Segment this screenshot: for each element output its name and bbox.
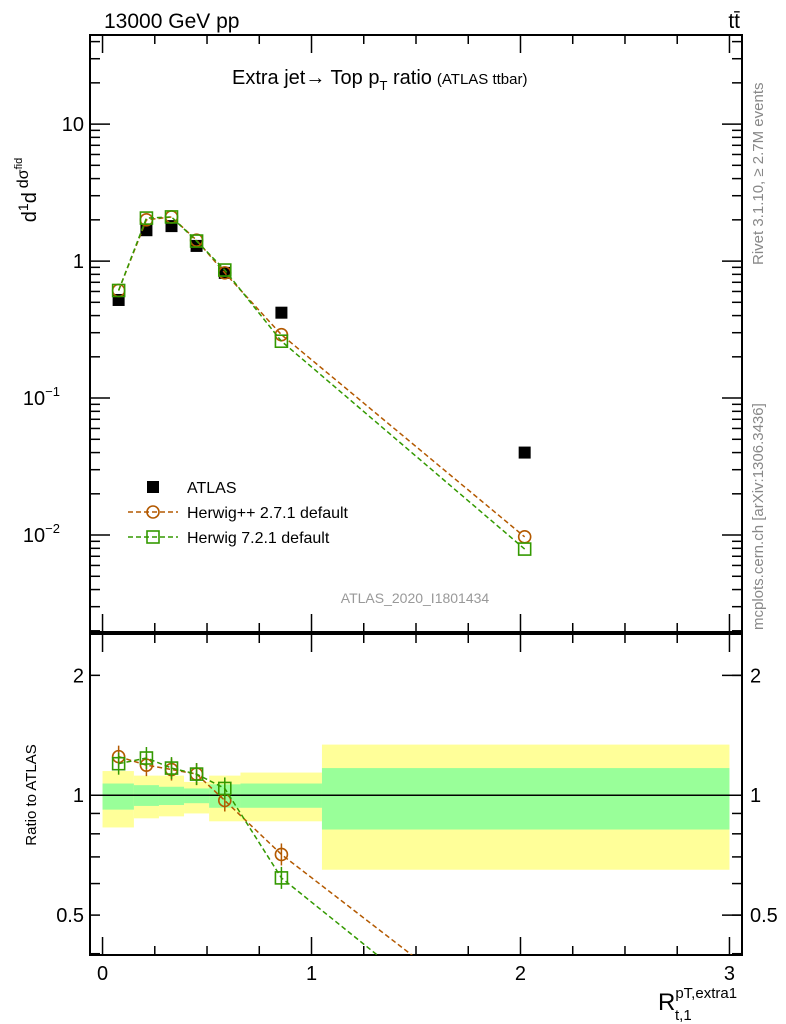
header-left: 13000 GeV pp — [104, 10, 239, 33]
band-stat-bin — [102, 783, 134, 810]
chart-title-sub: T — [379, 78, 387, 93]
x-tick-label: 1 — [306, 963, 317, 985]
top-y-tick-label: 10−1 — [23, 384, 60, 410]
data-point-square-open — [217, 263, 232, 277]
x-axis-label-sub: t,1 — [675, 1007, 692, 1024]
ratio-y-tick-label-right: 1 — [750, 785, 761, 807]
legend-label: ATLAS — [187, 480, 237, 497]
top-y-tick-label: 10−2 — [23, 521, 60, 547]
data-point-square-open — [189, 234, 204, 248]
legend-label: Herwig++ 2.7.1 default — [187, 505, 349, 522]
ratio-y-tick-label: 1 — [73, 785, 84, 807]
x-axis-label-sup: pT,extra1 — [675, 985, 737, 1002]
legend-label: Herwig 7.2.1 default — [187, 530, 330, 547]
series-line-1 — [117, 216, 526, 538]
chart-title-small: (ATLAS ttbar) — [437, 71, 528, 88]
x-tick-label: 2 — [515, 963, 526, 985]
x-axis-label: RpT,extra1 t,1 — [658, 985, 737, 1024]
ratio-point-circle-open — [274, 847, 289, 862]
legend-marker — [146, 505, 160, 519]
series-line-2 — [117, 216, 526, 550]
analysis-label: ATLAS_2020_I1801434 — [341, 590, 490, 606]
ratio-y-tick-label-right: 2 — [750, 665, 761, 687]
chart-title-main: Extra jet→ Top p — [232, 67, 379, 89]
band-stat-bin — [321, 768, 730, 830]
legend-marker — [146, 530, 160, 544]
ratio-y-tick-label-right: 0.5 — [750, 905, 778, 927]
x-axis-label-main: R — [658, 989, 675, 1016]
mcplots-label: mcplots.cern.ch [arXiv:1306.3436] — [750, 403, 767, 630]
ratio-point-square-open — [164, 761, 179, 775]
ratio-y-tick-label: 0.5 — [56, 905, 84, 927]
y-axis-label-top: d1ddσfid — [13, 158, 41, 222]
x-tick-label: 3 — [724, 963, 735, 985]
ratio-point-square-open — [217, 781, 232, 796]
ratio-point-square-open — [139, 751, 154, 765]
top-y-tick-label: 10 — [62, 114, 84, 136]
data-point-square-open — [164, 210, 179, 224]
data-point-square-open — [274, 334, 289, 349]
chart-title-tail: ratio — [387, 67, 431, 89]
ratio-y-tick-label: 2 — [73, 665, 84, 687]
legend-marker — [147, 481, 159, 493]
x-tick-label: 0 — [97, 963, 108, 985]
chart-title: Extra jet→ Top pT ratio (ATLAS ttbar) — [232, 67, 528, 93]
data-point-square-filled — [518, 446, 531, 459]
rivet-label: Rivet 3.1.10, ≥ 2.7M events — [750, 83, 767, 266]
ratio-point-square-open — [274, 871, 289, 885]
data-point-square-filled — [275, 306, 288, 319]
data-point-square-open — [517, 542, 532, 556]
data-point-square-open — [139, 211, 154, 225]
y-axis-label: d1ddσfid — [13, 158, 41, 222]
top-y-tick-label: 1 — [73, 251, 84, 273]
data-point-square-open — [111, 283, 126, 298]
header-right: tt̄ — [728, 10, 740, 33]
ratio-point-square-open — [189, 767, 204, 781]
ratio-point-square-open — [111, 756, 126, 771]
ratio-y-label: Ratio to ATLAS — [23, 744, 40, 845]
